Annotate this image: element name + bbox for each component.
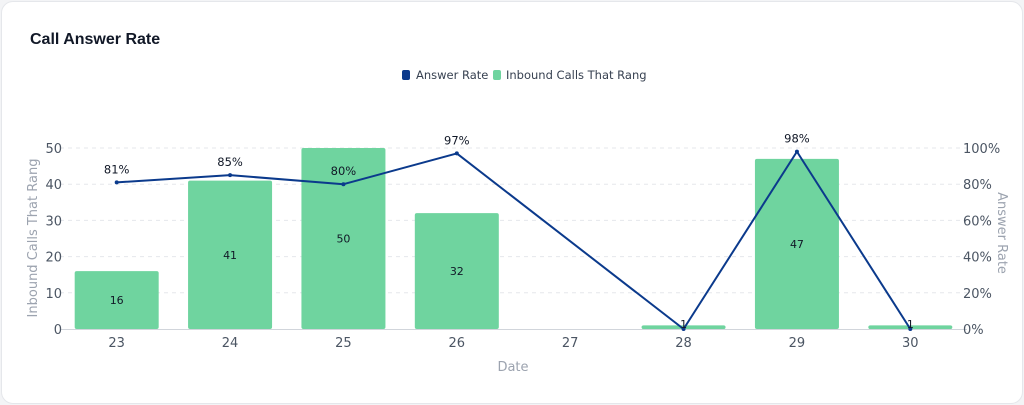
- y-tick-label: 50: [45, 142, 62, 157]
- line-point: [681, 327, 686, 331]
- x-tick-label: 24: [222, 336, 239, 351]
- line-value-label: 98%: [784, 132, 810, 146]
- x-tick-label: 23: [108, 336, 125, 351]
- x-tick-label: 26: [449, 336, 466, 351]
- line-point: [341, 182, 346, 187]
- y2-tick-label: 80%: [963, 178, 992, 193]
- y-tick-label: 40: [45, 178, 62, 193]
- bar: [74, 271, 159, 329]
- bar-value-label: 1: [680, 318, 687, 331]
- bar: [301, 148, 386, 329]
- bar-value-label: 47: [790, 238, 804, 251]
- y2-axis-title: Answer Rate: [994, 192, 1009, 274]
- bar: [414, 213, 499, 329]
- bar: [754, 158, 839, 329]
- y2-tick-label: 20%: [963, 287, 992, 302]
- y-axis-ticks: 0 10 20 30 40 50: [45, 142, 62, 338]
- bar-value-label: 1: [907, 318, 914, 331]
- legend-label-inbound-calls[interactable]: Inbound Calls That Rang: [506, 68, 647, 82]
- line-series: [114, 149, 913, 331]
- line-point: [794, 149, 799, 154]
- legend: Answer Rate Inbound Calls That Rang: [402, 68, 647, 82]
- bar-value-label: 50: [336, 233, 350, 246]
- legend-swatch-answer-rate[interactable]: [402, 70, 410, 80]
- y2-axis-ticks: 0% 20% 40% 60% 80% 100%: [963, 142, 1000, 338]
- x-tick-label: 30: [902, 336, 919, 351]
- y-tick-label: 30: [45, 214, 62, 229]
- y-tick-label: 0: [54, 323, 62, 338]
- bar-value-label: 41: [223, 249, 237, 262]
- x-tick-label: 28: [675, 336, 692, 351]
- bar-series: [74, 148, 953, 329]
- bar-value-label: 32: [450, 265, 464, 278]
- line-value-label: 80%: [331, 164, 357, 178]
- y2-tick-label: 0%: [963, 323, 984, 338]
- chart-title: Call Answer Rate: [30, 31, 161, 48]
- bar: [188, 180, 273, 329]
- y-tick-label: 10: [45, 287, 62, 302]
- x-tick-label: 27: [562, 336, 579, 351]
- line-point: [228, 173, 233, 178]
- bar-value-label: 16: [110, 294, 124, 307]
- legend-label-answer-rate[interactable]: Answer Rate: [416, 68, 488, 82]
- x-tick-label: 25: [335, 336, 352, 351]
- y-tick-label: 20: [45, 251, 62, 266]
- line-point: [114, 180, 119, 185]
- line-value-label: 81%: [104, 162, 130, 176]
- line-point: [908, 327, 913, 331]
- x-axis-title: Date: [497, 360, 528, 375]
- x-axis-ticks: 23 24 25 26 27 28 29 30: [108, 336, 918, 351]
- line-point: [454, 151, 459, 156]
- legend-swatch-inbound-calls[interactable]: [493, 70, 501, 80]
- y-axis-title: Inbound Calls That Rang: [26, 159, 41, 318]
- line-value-label: 85%: [217, 155, 243, 169]
- y2-tick-label: 40%: [963, 251, 992, 266]
- line-value-label: 97%: [444, 133, 470, 147]
- x-tick-label: 29: [789, 336, 806, 351]
- y2-tick-label: 100%: [963, 142, 1000, 157]
- data-labels: 16 41 50 32 1 47 1 81% 85% 80% 97% 98%: [104, 132, 914, 331]
- y2-tick-label: 60%: [963, 214, 992, 229]
